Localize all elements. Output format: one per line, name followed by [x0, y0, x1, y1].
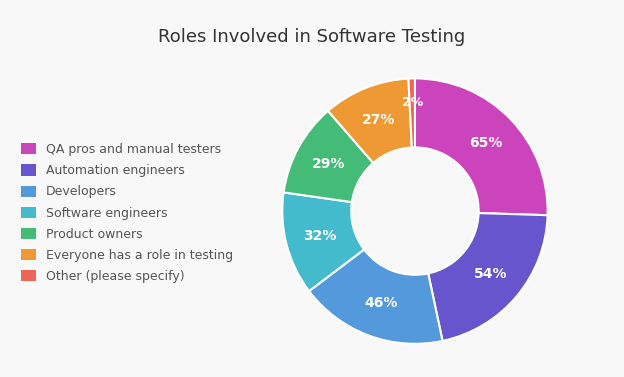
Text: 2%: 2%: [402, 96, 423, 109]
Text: 27%: 27%: [362, 113, 395, 127]
Legend: QA pros and manual testers, Automation engineers, Developers, Software engineers: QA pros and manual testers, Automation e…: [17, 139, 236, 287]
Text: 54%: 54%: [474, 267, 507, 281]
Text: 65%: 65%: [469, 136, 502, 150]
Text: Roles Involved in Software Testing: Roles Involved in Software Testing: [158, 28, 466, 46]
Wedge shape: [428, 213, 548, 341]
Wedge shape: [282, 192, 364, 291]
Text: 29%: 29%: [312, 157, 346, 171]
Wedge shape: [328, 78, 412, 163]
Text: 32%: 32%: [303, 229, 336, 243]
Wedge shape: [409, 78, 415, 147]
Text: 46%: 46%: [364, 296, 397, 310]
Wedge shape: [283, 111, 373, 202]
Wedge shape: [309, 250, 442, 344]
Wedge shape: [415, 78, 548, 215]
